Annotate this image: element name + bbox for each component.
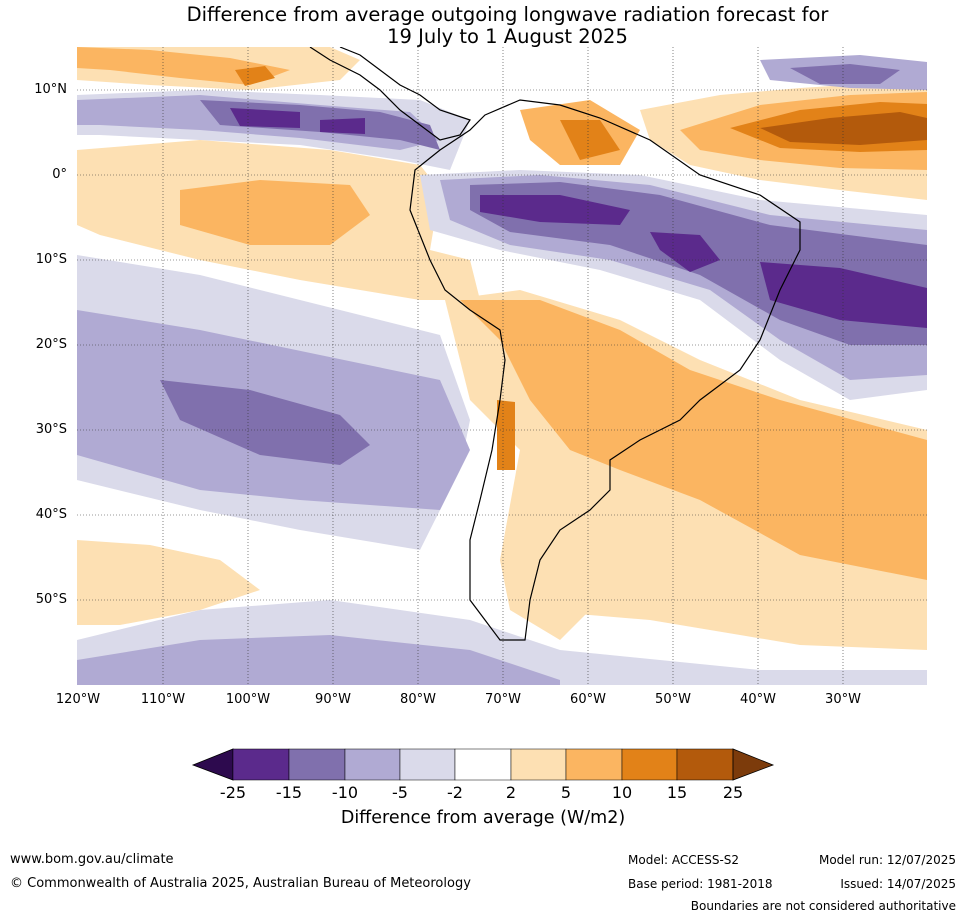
anomaly-field (77, 47, 927, 685)
footer-disclaimer: Boundaries are not considered authoritat… (690, 899, 956, 913)
anomaly-patch-itcz-purple-4 (230, 108, 300, 128)
lon-label-70w: 70°W (485, 692, 521, 707)
colorbar-segment-9 (676, 748, 734, 781)
colorbar-tick: -15 (275, 783, 303, 802)
lon-label-40w: 40°W (740, 692, 776, 707)
colorbar-extend-high (732, 748, 775, 781)
lon-label-100w: 100°W (225, 692, 271, 707)
colorbar-segment-2 (288, 748, 346, 781)
lon-label-120w: 120°W (55, 692, 101, 707)
colorbar-segment-5 (454, 748, 512, 781)
anomaly-patch-north-orange-2 (77, 47, 290, 85)
anomaly-patch-south-america-orange-2 (460, 300, 927, 580)
colorbar-segment-1 (232, 748, 290, 781)
anomaly-patch-amazon-purple-6 (760, 262, 927, 328)
footer-model: Model: ACCESS-S2 (628, 853, 740, 867)
anomaly-patch-amazon-purple-5 (650, 232, 720, 272)
lat-label-10n: 10°N (34, 82, 67, 97)
lat-label-40s: 40°S (35, 507, 67, 522)
anomaly-patch-se-orange (520, 560, 927, 650)
footer-copyright: © Commonwealth of Australia 2025, Austra… (10, 876, 471, 891)
colorbar-tick: -10 (331, 783, 359, 802)
colorbar (191, 748, 775, 781)
colorbar-label: Difference from average (W/m2) (340, 808, 626, 828)
title-line-2: 19 July to 1 August 2025 (387, 25, 628, 48)
south-america-outline (409, 99, 801, 641)
lon-label-110w: 110°W (140, 692, 186, 707)
anomaly-patch-atlantic-orange-4 (760, 112, 927, 145)
colorbar-segment-7 (565, 748, 623, 781)
lon-label-50w: 50°W (655, 692, 691, 707)
anomaly-patch-southern-purple-2 (77, 635, 560, 685)
lat-label-20s: 20°S (35, 337, 67, 352)
footer-website: www.bom.gov.au/climate (10, 852, 174, 867)
colorbar-segment-6 (510, 748, 567, 781)
anomaly-patch-equatorial-orange-2 (180, 180, 370, 245)
lat-label-eq: 0° (52, 167, 67, 182)
central-america-outline (309, 47, 471, 141)
lon-label-60w: 60°W (570, 692, 606, 707)
map-title: Difference from average outgoing longwav… (0, 4, 965, 48)
anomaly-patch-venezuela-orange-2 (560, 120, 620, 160)
footer-issued: Issued: 14/07/2025 (840, 877, 956, 891)
anomaly-patch-north-orange-3 (235, 66, 275, 86)
colorbar-tick: 25 (722, 783, 744, 802)
colorbar-segment-3 (344, 748, 401, 781)
anomaly-patch-amazon-purple-4 (480, 195, 630, 225)
colorbar-tick: 2 (505, 783, 517, 802)
anomaly-patch-itcz-purple-5 (320, 118, 365, 134)
lat-label-10s: 10°S (35, 252, 67, 267)
colorbar-segment-4 (399, 748, 456, 781)
lon-label-90w: 90°W (315, 692, 351, 707)
lat-label-30s: 30°S (35, 422, 67, 437)
anomaly-patch-south-america-orange-3 (497, 400, 515, 470)
colorbar-tick: 15 (666, 783, 688, 802)
colorbar-tick: 10 (611, 783, 633, 802)
title-line-1: Difference from average outgoing longwav… (186, 3, 829, 26)
graticule (77, 47, 927, 685)
colorbar-tick: -25 (219, 783, 247, 802)
colorbar-tick: -2 (447, 783, 463, 802)
colorbar-segment-8 (621, 748, 678, 781)
footer-model-run: Model run: 12/07/2025 (818, 853, 956, 867)
colorbar-tick: -5 (392, 783, 408, 802)
lat-label-50s: 50°S (35, 592, 67, 607)
anomaly-patch-atlantic-purple-2 (790, 64, 900, 84)
anomaly-patch-south-pacific-purple-3 (160, 380, 370, 465)
lon-label-80w: 80°W (400, 692, 436, 707)
anomaly-patch-sw-orange (77, 540, 260, 625)
footer-base-period: Base period: 1981-2018 (628, 877, 773, 891)
lon-label-30w: 30°W (825, 692, 861, 707)
colorbar-extend-low (191, 748, 234, 781)
colorbar-tick: 5 (560, 783, 572, 802)
